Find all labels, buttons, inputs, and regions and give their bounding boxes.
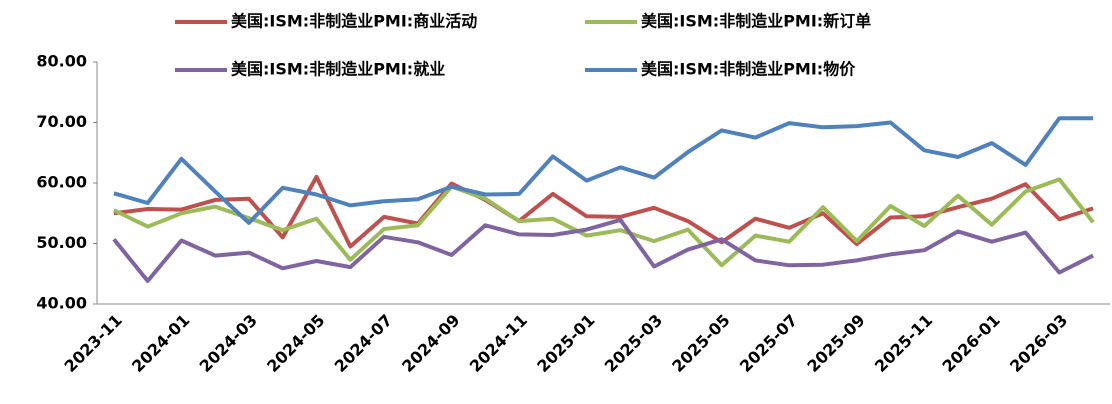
series-line: [113, 177, 1095, 268]
x-tick-label: 2026-01: [938, 311, 1003, 376]
x-tick-label: 2024-03: [196, 311, 261, 376]
x-tick-label: 2024-01: [128, 311, 193, 376]
series-line: [113, 174, 1094, 249]
x-tick-label: 2025-09: [803, 311, 868, 376]
x-tick-label: 2026-03: [1006, 311, 1071, 376]
y-tick-label: 70.00: [36, 112, 87, 131]
x-tick-label: 2023-11: [61, 311, 126, 376]
x-tick-label: 2025-11: [871, 311, 936, 376]
x-tick-label: 2025-03: [601, 311, 666, 376]
x-tick-label: 2024-11: [466, 311, 531, 376]
x-tick-label: 2025-07: [736, 311, 801, 376]
x-tick-label: 2025-05: [668, 311, 733, 376]
x-tick-label: 2024-05: [263, 311, 328, 376]
legend-label: 美国:ISM:非制造业PMI:新订单: [641, 12, 871, 31]
series-line: [113, 116, 1094, 225]
x-tick-label: 2024-09: [398, 311, 463, 376]
x-tick-label: 2024-07: [331, 311, 396, 376]
y-tick-label: 40.00: [36, 294, 87, 313]
y-tick-label: 50.00: [36, 233, 87, 252]
x-tick-label: 2025-01: [533, 311, 598, 376]
legend-label: 美国:ISM:非制造业PMI:就业: [231, 60, 445, 79]
legend-label: 美国:ISM:非制造业PMI:商业活动: [231, 12, 477, 31]
series-line: [112, 217, 1094, 283]
y-tick-label: 80.00: [36, 52, 87, 71]
legend-label: 美国:ISM:非制造业PMI:物价: [641, 60, 856, 79]
y-tick-label: 60.00: [36, 173, 87, 192]
